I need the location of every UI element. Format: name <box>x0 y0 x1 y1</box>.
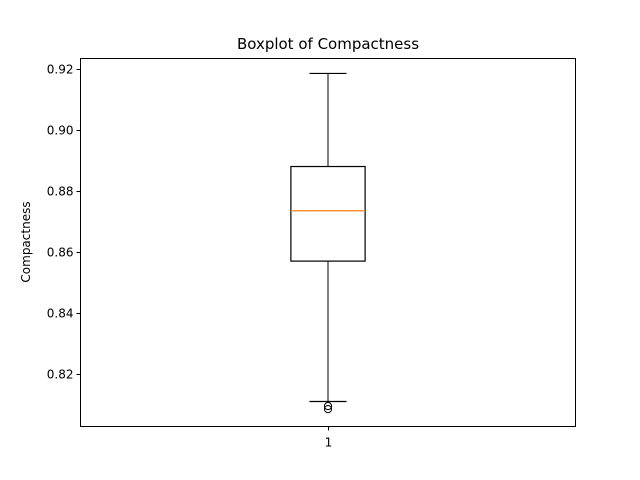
outlier-point <box>323 405 333 414</box>
y-tick-label: 0.82 <box>47 368 74 382</box>
y-tick-label: 0.92 <box>47 63 74 77</box>
plot-frame <box>80 58 576 427</box>
y-tick-label: 0.84 <box>47 307 74 321</box>
y-axis-label: Compactness <box>19 201 33 282</box>
y-tick-label: 0.90 <box>47 124 74 138</box>
y-tick-label: 0.86 <box>47 246 74 260</box>
outlier-point <box>323 401 333 411</box>
plot-area: 0.82 0.84 0.86 0.88 0.90 0.92 1 <box>47 63 366 450</box>
y-tick-label: 0.88 <box>47 185 74 199</box>
x-tick-label: 1 <box>325 436 333 450</box>
chart-title: Boxplot of Compactness <box>237 35 419 53</box>
iqr-box <box>290 165 366 262</box>
